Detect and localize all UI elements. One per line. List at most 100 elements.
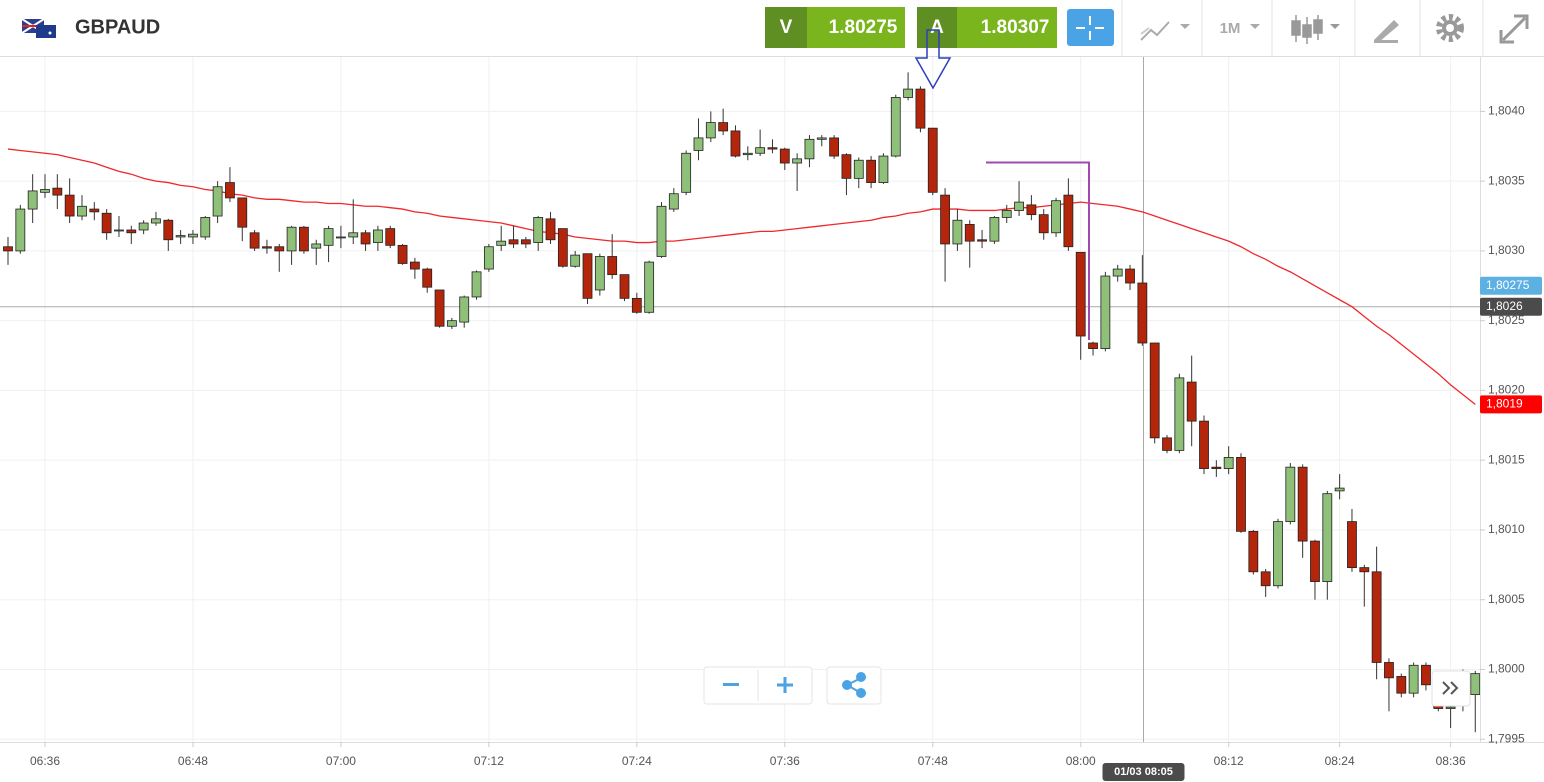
fullscreen-button[interactable]	[1499, 14, 1529, 44]
candle-body	[841, 154, 852, 179]
candle-body	[644, 261, 655, 313]
candle-body	[730, 130, 741, 157]
candle-body	[151, 218, 161, 224]
candle-body	[594, 256, 605, 291]
ask-value-box[interactable]	[957, 7, 1057, 48]
scroll-right-button[interactable]	[1431, 670, 1471, 707]
axis-overlay: 1,79951,80001,80051,80101,80151,80201,80…	[30, 104, 1542, 781]
candle-body	[1322, 493, 1333, 582]
candle-body	[853, 159, 864, 179]
x-tick-label: 07:24	[622, 754, 652, 768]
candle-body	[705, 122, 716, 139]
candle-body	[557, 228, 568, 267]
y-tick-label: 1,8040	[1488, 104, 1525, 118]
candle-body	[1359, 567, 1370, 573]
candle-body	[545, 218, 556, 241]
candle-body	[1371, 571, 1382, 663]
candle-body	[767, 147, 778, 150]
candle-body	[1347, 521, 1357, 569]
zoom-out-button[interactable]	[723, 683, 739, 686]
candle-body	[1408, 664, 1419, 694]
price-tag-label: 1,80275	[1486, 278, 1530, 292]
candle-body	[878, 155, 889, 183]
symbol: GBPAUD	[75, 16, 160, 38]
ask-label: A	[930, 17, 944, 38]
timeframe[interactable]: 1M	[1220, 20, 1241, 37]
candle-body	[1310, 540, 1320, 582]
candle-body	[816, 137, 827, 140]
candle-body	[52, 187, 63, 196]
candle-body	[977, 239, 987, 242]
candle-body	[188, 233, 198, 238]
candle-style-button[interactable]	[1291, 15, 1340, 44]
draw-tool-button[interactable]	[1374, 20, 1399, 43]
drawn-line[interactable]	[986, 161, 1090, 341]
candle-body	[989, 217, 1000, 242]
y-tick-label: 1,8005	[1488, 592, 1525, 606]
x-tick-label: 07:36	[770, 754, 800, 768]
drawn-arrow[interactable]	[914, 29, 952, 90]
candle-body	[792, 158, 803, 164]
candle-body	[262, 246, 272, 249]
candle-body	[964, 224, 975, 242]
bid-value-box[interactable]	[807, 7, 905, 48]
x-tick-label: 08:12	[1214, 754, 1244, 768]
price-tag-label: 1,8019	[1486, 397, 1523, 411]
candle-body	[1445, 706, 1456, 709]
candle-body	[446, 320, 457, 327]
toolbar-separators	[1121, 0, 1484, 56]
chart-type-button[interactable]	[1140, 21, 1190, 41]
candle-body	[804, 138, 815, 160]
candle-body	[77, 205, 87, 217]
candle-body	[1075, 251, 1086, 337]
candle-body	[903, 88, 913, 98]
candle-body	[311, 243, 322, 249]
flag-icon	[21, 18, 56, 38]
candle-body	[927, 127, 938, 193]
candle-body	[1174, 377, 1185, 451]
candle-body	[1470, 673, 1481, 695]
y-tick-label: 1,8015	[1488, 452, 1525, 466]
candle-body	[668, 193, 679, 210]
settings-button[interactable]	[1436, 14, 1464, 42]
candle-body	[1297, 466, 1308, 542]
timeframe-caret	[1250, 24, 1260, 29]
candle-body	[15, 208, 26, 252]
candle-body	[1088, 342, 1098, 349]
price-tag	[1480, 276, 1542, 295]
y-tick-label: 1,8020	[1488, 383, 1525, 397]
candle-body	[582, 253, 593, 299]
price-tag	[1480, 395, 1542, 414]
candle-body	[385, 228, 396, 246]
bid-button[interactable]	[765, 7, 807, 48]
zoom-controls	[703, 666, 1471, 707]
candle-body	[1260, 571, 1271, 587]
candle-body	[1063, 194, 1074, 248]
candle-body	[1236, 456, 1246, 532]
y-tick-label: 1,8000	[1488, 662, 1525, 676]
candle-body	[237, 197, 248, 228]
candle-body	[607, 256, 618, 276]
zoom-in-button[interactable]	[777, 677, 793, 693]
y-tick-label: 1,8035	[1488, 173, 1525, 187]
candle-body	[1223, 456, 1234, 469]
candle-body	[471, 271, 482, 298]
x-tick-label: 06:36	[30, 754, 60, 768]
crosshair-button[interactable]	[1067, 9, 1114, 46]
candle-body	[1125, 268, 1135, 284]
candle-body	[299, 226, 309, 252]
x-tick-label: 07:48	[918, 754, 948, 768]
candle-body	[718, 122, 729, 132]
candle-body	[533, 217, 544, 243]
x-tick-label: 08:36	[1436, 754, 1466, 768]
candle-body	[508, 239, 519, 245]
y-tick-label: 1,8025	[1488, 313, 1525, 327]
moving-average-line	[7, 148, 1476, 405]
ask-button[interactable]	[917, 7, 957, 48]
candle-body	[64, 194, 75, 217]
candle-body	[286, 226, 297, 252]
candle-body	[336, 236, 346, 239]
candle-body	[348, 232, 359, 238]
share-button[interactable]	[842, 672, 866, 698]
